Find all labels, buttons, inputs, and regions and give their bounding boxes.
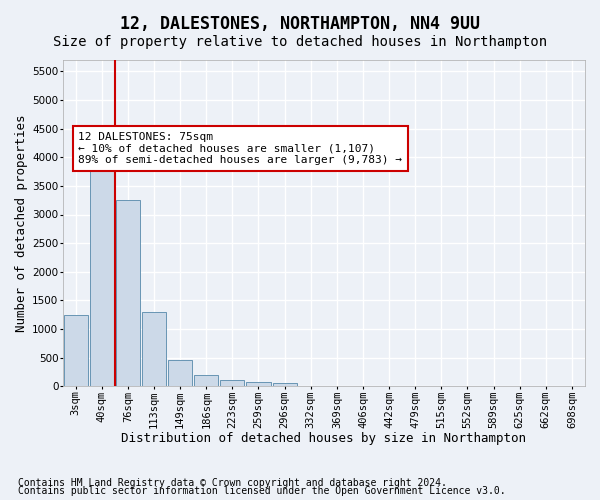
Bar [247,382,271,386]
Bar [272,382,296,386]
Bar [194,374,218,386]
Bar [168,360,192,386]
Bar [142,312,166,386]
Text: 12 DALESTONES: 75sqm
← 10% of detached houses are smaller (1,107)
89% of semi-de: 12 DALESTONES: 75sqm ← 10% of detached h… [78,132,402,165]
X-axis label: Distribution of detached houses by size in Northampton: Distribution of detached houses by size … [121,432,526,445]
Text: 12, DALESTONES, NORTHAMPTON, NN4 9UU: 12, DALESTONES, NORTHAMPTON, NN4 9UU [120,15,480,33]
Text: Contains public sector information licensed under the Open Government Licence v3: Contains public sector information licen… [18,486,506,496]
Bar [220,380,244,386]
Text: Contains HM Land Registry data © Crown copyright and database right 2024.: Contains HM Land Registry data © Crown c… [18,478,447,488]
Y-axis label: Number of detached properties: Number of detached properties [15,114,28,332]
Bar [116,200,140,386]
Bar [64,314,88,386]
Bar [90,140,114,386]
Text: Size of property relative to detached houses in Northampton: Size of property relative to detached ho… [53,35,547,49]
